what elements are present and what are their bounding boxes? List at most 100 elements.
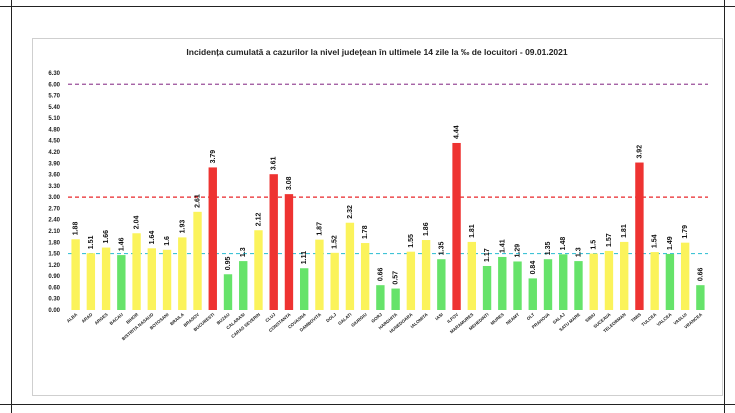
bar bbox=[239, 261, 248, 310]
bar-value-label: 1.6 bbox=[164, 236, 171, 246]
x-tick-label: ALBA bbox=[66, 311, 79, 323]
x-tick-label: ARAD bbox=[81, 312, 94, 324]
bar-value-label: 1.79 bbox=[682, 225, 689, 239]
bar-value-label: 1.48 bbox=[560, 237, 567, 251]
x-tick-label: VALCEA bbox=[656, 311, 673, 327]
frame-right-line bbox=[724, 0, 725, 413]
bar-value-label: 1.41 bbox=[499, 239, 506, 253]
bar-value-label: 1.87 bbox=[316, 222, 323, 236]
y-tick-label: 0.60 bbox=[48, 285, 60, 291]
x-tick-label: OLT bbox=[526, 312, 536, 321]
bar-value-label: 1.78 bbox=[362, 225, 369, 239]
bar-value-label: 3.61 bbox=[271, 156, 278, 170]
bar-value-label: 0.84 bbox=[530, 261, 537, 275]
bar-value-label: 1.51 bbox=[88, 235, 95, 249]
bar-value-label: 1.54 bbox=[652, 234, 659, 248]
frame-bottom-line bbox=[0, 404, 735, 405]
bar-value-label: 4.44 bbox=[454, 125, 461, 139]
y-tick-label: 2.10 bbox=[48, 229, 60, 235]
value-labels: 1.88 1.51 1.66 1.46 2.04 1.64 1.6 1.93 2.61 3.79 0… bbox=[73, 125, 705, 284]
bar-value-label: 3.79 bbox=[210, 150, 217, 164]
bar bbox=[132, 233, 141, 310]
bar-value-label: 2.12 bbox=[255, 213, 262, 227]
bar bbox=[589, 253, 598, 310]
bar bbox=[193, 211, 202, 310]
bar bbox=[300, 268, 309, 310]
bar-value-label: 1.66 bbox=[103, 230, 110, 244]
y-tick-label: 6.30 bbox=[48, 71, 60, 77]
bar bbox=[254, 230, 263, 310]
bar-value-label: 1.3 bbox=[575, 247, 582, 257]
bar bbox=[696, 285, 705, 310]
bar-value-label: 1.57 bbox=[606, 233, 613, 247]
bar-value-label: 2.04 bbox=[134, 216, 141, 230]
bar bbox=[574, 261, 583, 310]
x-tick-label: ILFOV bbox=[446, 312, 459, 324]
bar bbox=[604, 250, 614, 310]
bar-value-label: 1.35 bbox=[545, 241, 552, 255]
bar bbox=[208, 167, 217, 310]
frame-top-line bbox=[0, 6, 735, 7]
bar-value-label: 1.52 bbox=[332, 235, 339, 249]
x-tick-label: SIBIU bbox=[584, 312, 596, 323]
bar bbox=[147, 248, 156, 310]
y-tick-label: 6.00 bbox=[48, 82, 60, 88]
bar-value-label: 0.66 bbox=[377, 267, 384, 281]
bar-value-label: 1.81 bbox=[621, 224, 628, 238]
bar-value-label: 0.95 bbox=[225, 257, 232, 271]
x-tick-label: ARGES bbox=[94, 312, 109, 326]
x-tick-label: IALOMITA bbox=[410, 311, 430, 329]
bar-value-label: 1.29 bbox=[515, 244, 522, 258]
chart-panel: Incidența cumulată a cazurilor la nivel … bbox=[32, 38, 723, 396]
bar bbox=[315, 239, 324, 310]
y-tick-label: 2.70 bbox=[48, 206, 60, 212]
x-tick-label: NEAMT bbox=[505, 312, 520, 326]
bar-chart: Incidența cumulată a cazurilor la nivel … bbox=[48, 47, 708, 341]
bar bbox=[635, 162, 644, 310]
bar bbox=[498, 256, 507, 310]
y-tick-label: 3.30 bbox=[48, 184, 60, 190]
bar bbox=[162, 249, 172, 310]
bar-value-label: 1.88 bbox=[73, 222, 80, 236]
x-tick-label: TIMIS bbox=[630, 312, 642, 323]
x-tick-label: MURES bbox=[490, 312, 505, 326]
bar bbox=[391, 288, 400, 310]
y-tick-label: 0.30 bbox=[48, 297, 60, 303]
x-tick-label: CARAS SEVERIN bbox=[230, 312, 261, 339]
bar bbox=[513, 261, 522, 310]
bar-value-label: 1.81 bbox=[469, 224, 476, 238]
x-tick-label: TULCEA bbox=[640, 311, 657, 327]
threshold-lines bbox=[68, 83, 708, 255]
bar bbox=[650, 252, 659, 310]
bar-value-label: 1.5 bbox=[591, 240, 598, 250]
bar bbox=[528, 278, 537, 310]
bar bbox=[406, 251, 416, 310]
bar-value-label: 0.57 bbox=[393, 271, 400, 285]
x-tick-label: CLUJ bbox=[264, 312, 276, 324]
bar-value-label: 2.32 bbox=[347, 205, 354, 219]
bar bbox=[452, 142, 461, 310]
y-tick-label: 5.10 bbox=[48, 116, 60, 122]
bar bbox=[665, 253, 675, 310]
bar bbox=[269, 174, 278, 310]
bar bbox=[376, 285, 385, 310]
bar-value-label: 0.66 bbox=[697, 267, 704, 281]
frame-left-line bbox=[11, 0, 12, 413]
y-axis: 0.00 0.30 0.60 0.90 1.20 1.50 1.80 2.10 2.40 2.70… bbox=[48, 71, 60, 314]
bar bbox=[467, 241, 476, 310]
bar-value-label: 1.93 bbox=[179, 220, 186, 234]
bars-group bbox=[71, 142, 705, 310]
y-tick-label: 1.80 bbox=[48, 240, 60, 246]
bar bbox=[71, 239, 80, 310]
y-tick-label: 4.20 bbox=[48, 150, 60, 156]
y-tick-label: 1.20 bbox=[48, 263, 60, 269]
bar bbox=[345, 222, 355, 310]
bar-value-label: 1.3 bbox=[240, 247, 247, 257]
bar-value-label: 1.55 bbox=[408, 234, 415, 248]
x-tick-label: BACAU bbox=[109, 312, 124, 326]
bar bbox=[437, 259, 446, 310]
y-tick-label: 2.40 bbox=[48, 218, 60, 224]
y-tick-label: 3.00 bbox=[48, 195, 60, 201]
y-tick-label: 0.90 bbox=[48, 274, 60, 280]
